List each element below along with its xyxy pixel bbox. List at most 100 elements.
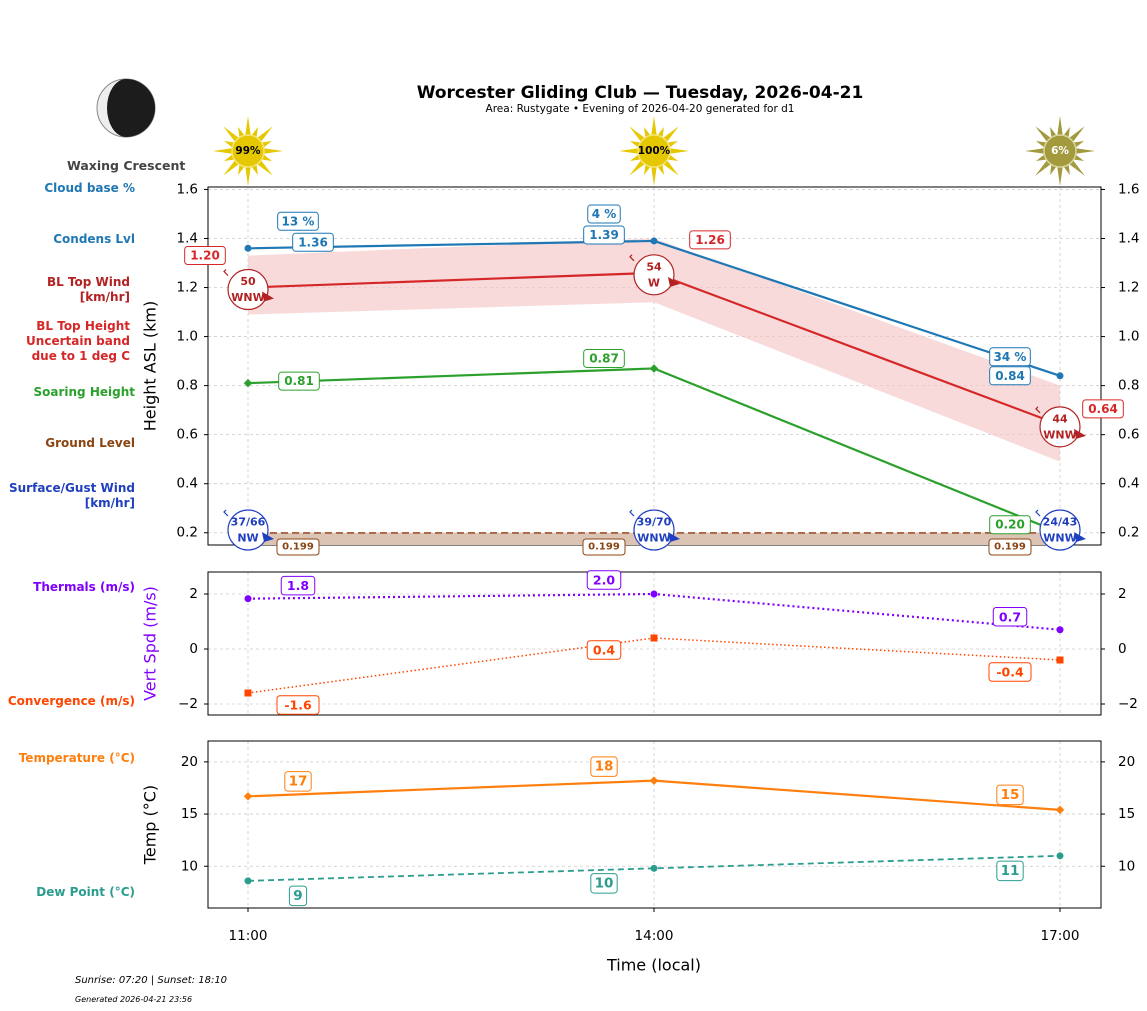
- dew-point-point: [244, 877, 252, 885]
- y-tick-label-right: 15: [1118, 806, 1135, 822]
- wind-arrow-icon: [262, 291, 274, 302]
- sun-ray: [1035, 141, 1047, 148]
- condens-label-box: [583, 225, 625, 245]
- sun-ray: [644, 126, 651, 138]
- side-label: Convergence (m/s): [7, 694, 135, 708]
- sun-ray: [251, 164, 258, 176]
- y-axis-label: Vert Spd (m/s): [141, 586, 160, 701]
- sun-ray: [238, 164, 245, 176]
- soaring-label-box: [583, 348, 625, 368]
- sun-ray: [1075, 148, 1095, 154]
- ground-level-label-box: [988, 538, 1032, 556]
- bl-top-label-text: 1.26: [695, 233, 725, 247]
- y-tick-label: 1.2: [177, 280, 198, 296]
- y-tick-label-right: 1.2: [1118, 280, 1139, 296]
- soaring-label-text: 0.20: [995, 518, 1025, 532]
- y-tick-label: 1.6: [177, 181, 198, 197]
- thermal-point: [1056, 626, 1064, 634]
- wind-speed: 24/43: [1043, 516, 1078, 529]
- y-tick-label: 0: [189, 641, 198, 657]
- cloud-base-label-text: 4 %: [592, 207, 617, 221]
- thermals-line: [247, 592, 1061, 631]
- sun-ray: [629, 141, 641, 148]
- convergence-label: 0.4: [586, 640, 622, 660]
- cloud-base-label: 34 %: [989, 347, 1031, 367]
- bl-top-label-box: [184, 246, 226, 266]
- wind-speed: 50: [240, 275, 256, 288]
- ground-level-label-box: [276, 538, 320, 556]
- y-axis-label: Temp (°C): [141, 785, 160, 865]
- sun-ray: [629, 126, 645, 142]
- bl-top-label-text: 0.64: [1088, 402, 1118, 416]
- bl-top-wind: 54 W: [629, 254, 680, 296]
- wind-barb-icon: [1035, 509, 1041, 517]
- x-axis-label: Time (local): [606, 956, 701, 975]
- convergence-line: [247, 637, 1061, 694]
- sun-ray: [261, 154, 273, 161]
- thermal-label-box: [280, 575, 316, 596]
- bl-top-wind-circle: [633, 254, 675, 296]
- sun-ray: [1025, 148, 1045, 154]
- y-tick-label-right: 1.0: [1118, 329, 1139, 345]
- dew-point-point: [1056, 852, 1064, 860]
- condens-label-box: [292, 232, 334, 252]
- sun-disc: [231, 134, 265, 168]
- y-tick-label: 10: [181, 858, 198, 874]
- wind-arrow-icon: [668, 532, 680, 542]
- bl-top-label-box: [1082, 399, 1124, 419]
- sun-ray: [257, 126, 273, 142]
- sun-ray: [223, 126, 239, 142]
- sun-ray: [263, 148, 283, 154]
- temperature-label: 18: [590, 756, 618, 777]
- soaring-label: 0.81: [278, 371, 320, 391]
- bl-top-wind: 44 WNW: [1035, 406, 1086, 448]
- sun-ray: [669, 148, 689, 154]
- ground-level-label: 0.199: [582, 538, 626, 556]
- temperature-point: [243, 792, 253, 801]
- dew-point-point: [650, 864, 658, 872]
- soaring-label: 0.87: [583, 348, 625, 368]
- wind-direction: WNW: [231, 291, 264, 304]
- cloud-base-label-box: [587, 204, 621, 224]
- convergence-label-text: -0.4: [996, 665, 1024, 680]
- sun-ray: [1057, 116, 1063, 136]
- condens-label-text: 0.84: [995, 369, 1025, 383]
- y-tick-label-right: 2: [1118, 586, 1127, 602]
- sun-ray: [223, 154, 235, 161]
- dew-point-label-box: [288, 885, 308, 907]
- ground-level-label: 0.199: [276, 538, 320, 556]
- y-tick-label: 0.2: [177, 525, 198, 541]
- wind-direction: W: [648, 276, 660, 289]
- sun-ray: [644, 164, 651, 176]
- dew-point-line: [247, 854, 1061, 882]
- cloud-base-label-box: [989, 347, 1031, 367]
- sun-ray: [1073, 154, 1085, 161]
- thermal-label-box: [586, 570, 622, 590]
- thermal-label-box: [992, 607, 1028, 627]
- thermal-point: [650, 590, 658, 598]
- moon-phase-label: Waxing Crescent: [67, 158, 186, 173]
- convergence-label: -0.4: [988, 662, 1032, 682]
- thermal-label: 2.0: [586, 570, 622, 590]
- dew-point-label-text: 10: [595, 875, 614, 891]
- sun-ray: [245, 166, 251, 186]
- wind-arrow-icon: [1074, 428, 1086, 439]
- bl-top-label-text: 1.20: [190, 249, 220, 263]
- temperature-label-text: 18: [595, 759, 614, 775]
- side-label: Temperature (°C): [18, 751, 135, 765]
- cloud-base-label: 13 %: [277, 211, 319, 231]
- x-tick-label: 11:00: [229, 928, 268, 944]
- sun-ray: [663, 126, 679, 142]
- page-subtitle: Area: Rustygate • Evening of 2026-04-20 …: [485, 103, 795, 115]
- sun-ray: [629, 154, 641, 161]
- wind-barb-icon: [1035, 406, 1041, 414]
- convergence-label-text: -1.6: [284, 698, 312, 713]
- moon-shadow: [107, 78, 156, 137]
- soaring-label-text: 0.87: [589, 351, 619, 365]
- y-tick-label: 15: [181, 806, 198, 822]
- sun-percent-label: 6%: [1051, 145, 1069, 157]
- temperature-label: 17: [284, 771, 312, 792]
- temperature-point: [649, 776, 659, 785]
- bl-top-label: 0.64: [1082, 399, 1124, 419]
